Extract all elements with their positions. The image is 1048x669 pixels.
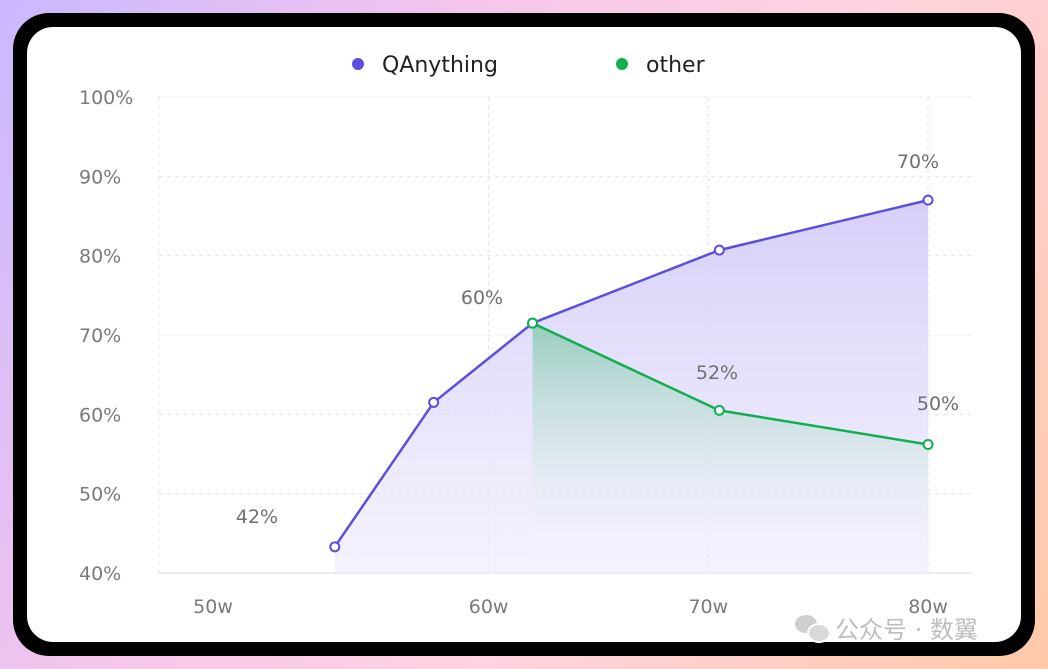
data-label: 52% [696,362,738,384]
x-tick-label: 70w [688,596,728,618]
data-point-qanything [713,244,725,256]
y-tick-label: 50% [79,484,121,506]
x-tick-label: 80w [908,596,948,618]
legend-label: other [646,53,706,78]
data-label: 50% [917,393,959,415]
axis-ticks: 100% 90% 80% 70% 60% 50% 40% 50w 60w 70w 80w [79,87,948,618]
data-label: 70% [897,151,939,173]
y-tick-label: 60% [79,404,121,426]
x-tick-label: 60w [469,596,509,618]
data-label: 60% [461,287,503,309]
watermark: 公众号 · 数翼 [795,610,978,644]
data-labels: 42% 60% 52% 70% 50% [236,151,959,528]
y-tick-label: 90% [79,166,121,188]
y-tick-label: 40% [79,563,121,585]
y-tick-label: 100% [79,87,133,109]
area-fills [334,200,929,573]
data-point-other [922,438,934,450]
wechat-icon [795,613,831,643]
data-point-qanything [922,194,934,206]
data-label: 42% [236,506,278,528]
legend-marker [352,58,364,70]
y-tick-label: 70% [79,325,121,347]
data-point-qanything [329,541,341,553]
watermark-text: 公众号 · 数翼 [835,615,978,644]
chart-card: 100% 90% 80% 70% 60% 50% 40% 50w 60w 70w 80w 42% 60… [27,27,1021,642]
legend-label: QAnything [382,53,498,78]
y-tick-label: 80% [79,246,121,268]
area-other [532,323,929,573]
data-point-other [527,317,539,329]
line-chart: 100% 90% 80% 70% 60% 50% 40% 50w 60w 70w 80w 42% 60… [79,53,972,618]
legend-marker [616,58,628,70]
legend: QAnything other [352,53,706,78]
x-tick-label: 50w [193,596,233,618]
data-point-qanything [428,396,440,408]
series-points [329,194,934,553]
data-point-other [713,404,725,416]
